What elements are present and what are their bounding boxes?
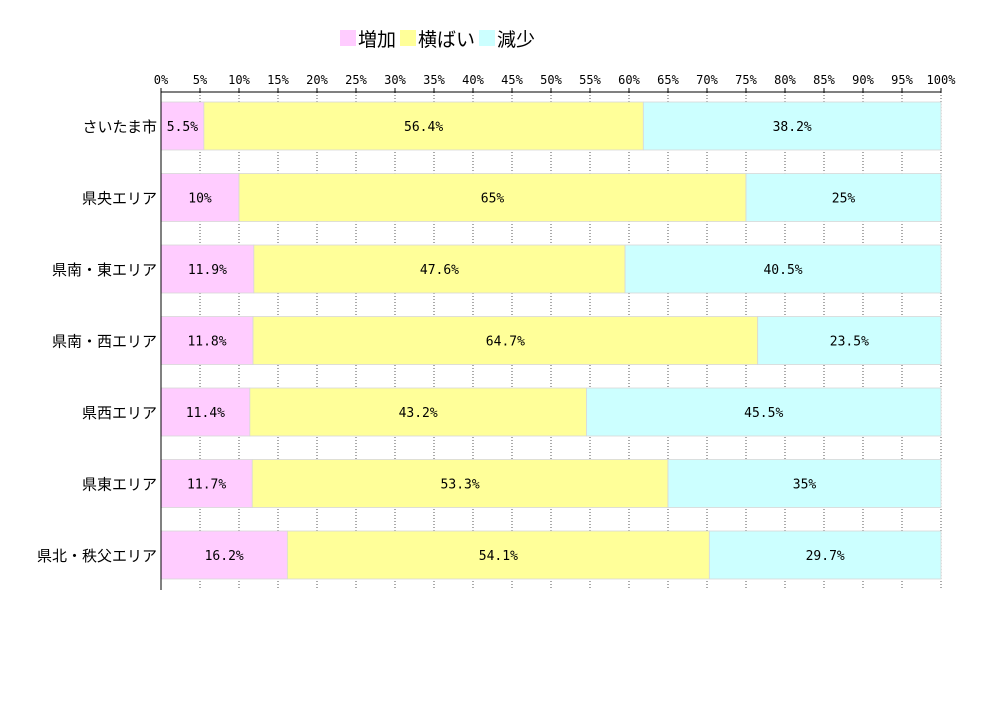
legend-swatch-increase <box>340 30 356 46</box>
legend-label-increase: 増加 <box>358 28 397 51</box>
x-tick-label: 75% <box>735 73 757 87</box>
bar-value-label: 29.7% <box>806 549 845 564</box>
bar-value-label: 64.7% <box>486 335 525 350</box>
bar-value-label: 65% <box>481 192 505 207</box>
bar-value-label: 53.3% <box>441 478 480 493</box>
bar-segment <box>708 530 942 580</box>
legend-item-increase: 増加 <box>340 25 396 52</box>
x-tick-label: 10% <box>228 73 250 87</box>
x-tick-label: 90% <box>852 73 874 87</box>
x-tick-label: 30% <box>384 73 406 87</box>
bar-segment <box>160 244 255 294</box>
x-tick-label: 65% <box>657 73 679 87</box>
bar-segment <box>160 101 205 151</box>
x-tick-label: 95% <box>891 73 913 87</box>
bar-value-label: 56.4% <box>404 120 443 135</box>
bar-value-label: 35% <box>793 478 817 493</box>
bar-segment <box>586 387 942 437</box>
bar-value-label: 23.5% <box>830 335 869 350</box>
x-tick-label: 25% <box>345 73 367 87</box>
category-label: 県南・東エリア <box>52 261 157 279</box>
legend-item-flat: 横ばい <box>400 25 475 52</box>
x-tick-label: 45% <box>501 73 523 87</box>
bar-segment <box>160 387 251 437</box>
category-label: 県央エリア <box>82 190 157 208</box>
legend-label-decrease: 減少 <box>497 28 536 51</box>
category-label: 県南・西エリア <box>52 333 157 351</box>
bar-segment <box>238 173 747 222</box>
bar-value-label: 11.4% <box>186 406 225 421</box>
bar-value-label: 54.1% <box>479 549 518 564</box>
category-label: 県東エリア <box>82 476 157 494</box>
bar-segment <box>286 530 710 580</box>
bar-segment <box>160 530 288 580</box>
x-tick-label: 15% <box>267 73 289 87</box>
x-tick-label: 5% <box>193 73 208 87</box>
bar-value-label: 43.2% <box>399 406 438 421</box>
x-tick-label: 55% <box>579 73 601 87</box>
x-tick-label: 50% <box>540 73 562 87</box>
bar-value-label: 47.6% <box>420 263 459 278</box>
x-tick-label: 80% <box>774 73 796 87</box>
legend-item-decrease: 減少 <box>479 25 535 52</box>
x-tick-label: 85% <box>813 73 835 87</box>
x-tick-label: 0% <box>154 73 169 87</box>
bar-value-label: 45.5% <box>744 406 783 421</box>
bar-segment <box>745 173 942 222</box>
bar-segment <box>642 101 942 151</box>
legend: 増加 横ばい 減少 <box>340 25 539 52</box>
category-label: 県北・秩父エリア <box>37 547 157 565</box>
x-tick-label: 35% <box>423 73 445 87</box>
x-tick-label: 70% <box>696 73 718 87</box>
bar-value-label: 11.9% <box>188 263 227 278</box>
x-tick-label: 60% <box>618 73 640 87</box>
legend-swatch-decrease <box>479 30 496 46</box>
bar-value-label: 25% <box>832 192 856 207</box>
bar-value-label: 5.5% <box>167 120 198 135</box>
bar-value-label: 40.5% <box>763 263 802 278</box>
legend-swatch-flat <box>400 30 417 46</box>
bar-segment <box>160 173 240 222</box>
bar-segment <box>624 244 942 294</box>
bar-value-label: 16.2% <box>205 549 244 564</box>
bar-value-label: 11.8% <box>187 335 226 350</box>
x-tick-label: 40% <box>462 73 484 87</box>
bar-segment <box>757 316 942 365</box>
bar-value-label: 38.2% <box>773 120 812 135</box>
bar-segment <box>160 459 253 508</box>
bar-value-label: 10% <box>188 192 212 207</box>
bar-segment <box>253 244 626 294</box>
category-label: さいたま市 <box>82 118 157 136</box>
bar-value-label: 11.7% <box>187 478 226 493</box>
bar-segment <box>667 459 942 508</box>
legend-label-flat: 横ばい <box>418 28 476 51</box>
x-tick-label: 100% <box>927 73 957 87</box>
x-tick-label: 20% <box>306 73 328 87</box>
category-label: 県西エリア <box>82 404 157 422</box>
bar-segment <box>203 101 644 151</box>
